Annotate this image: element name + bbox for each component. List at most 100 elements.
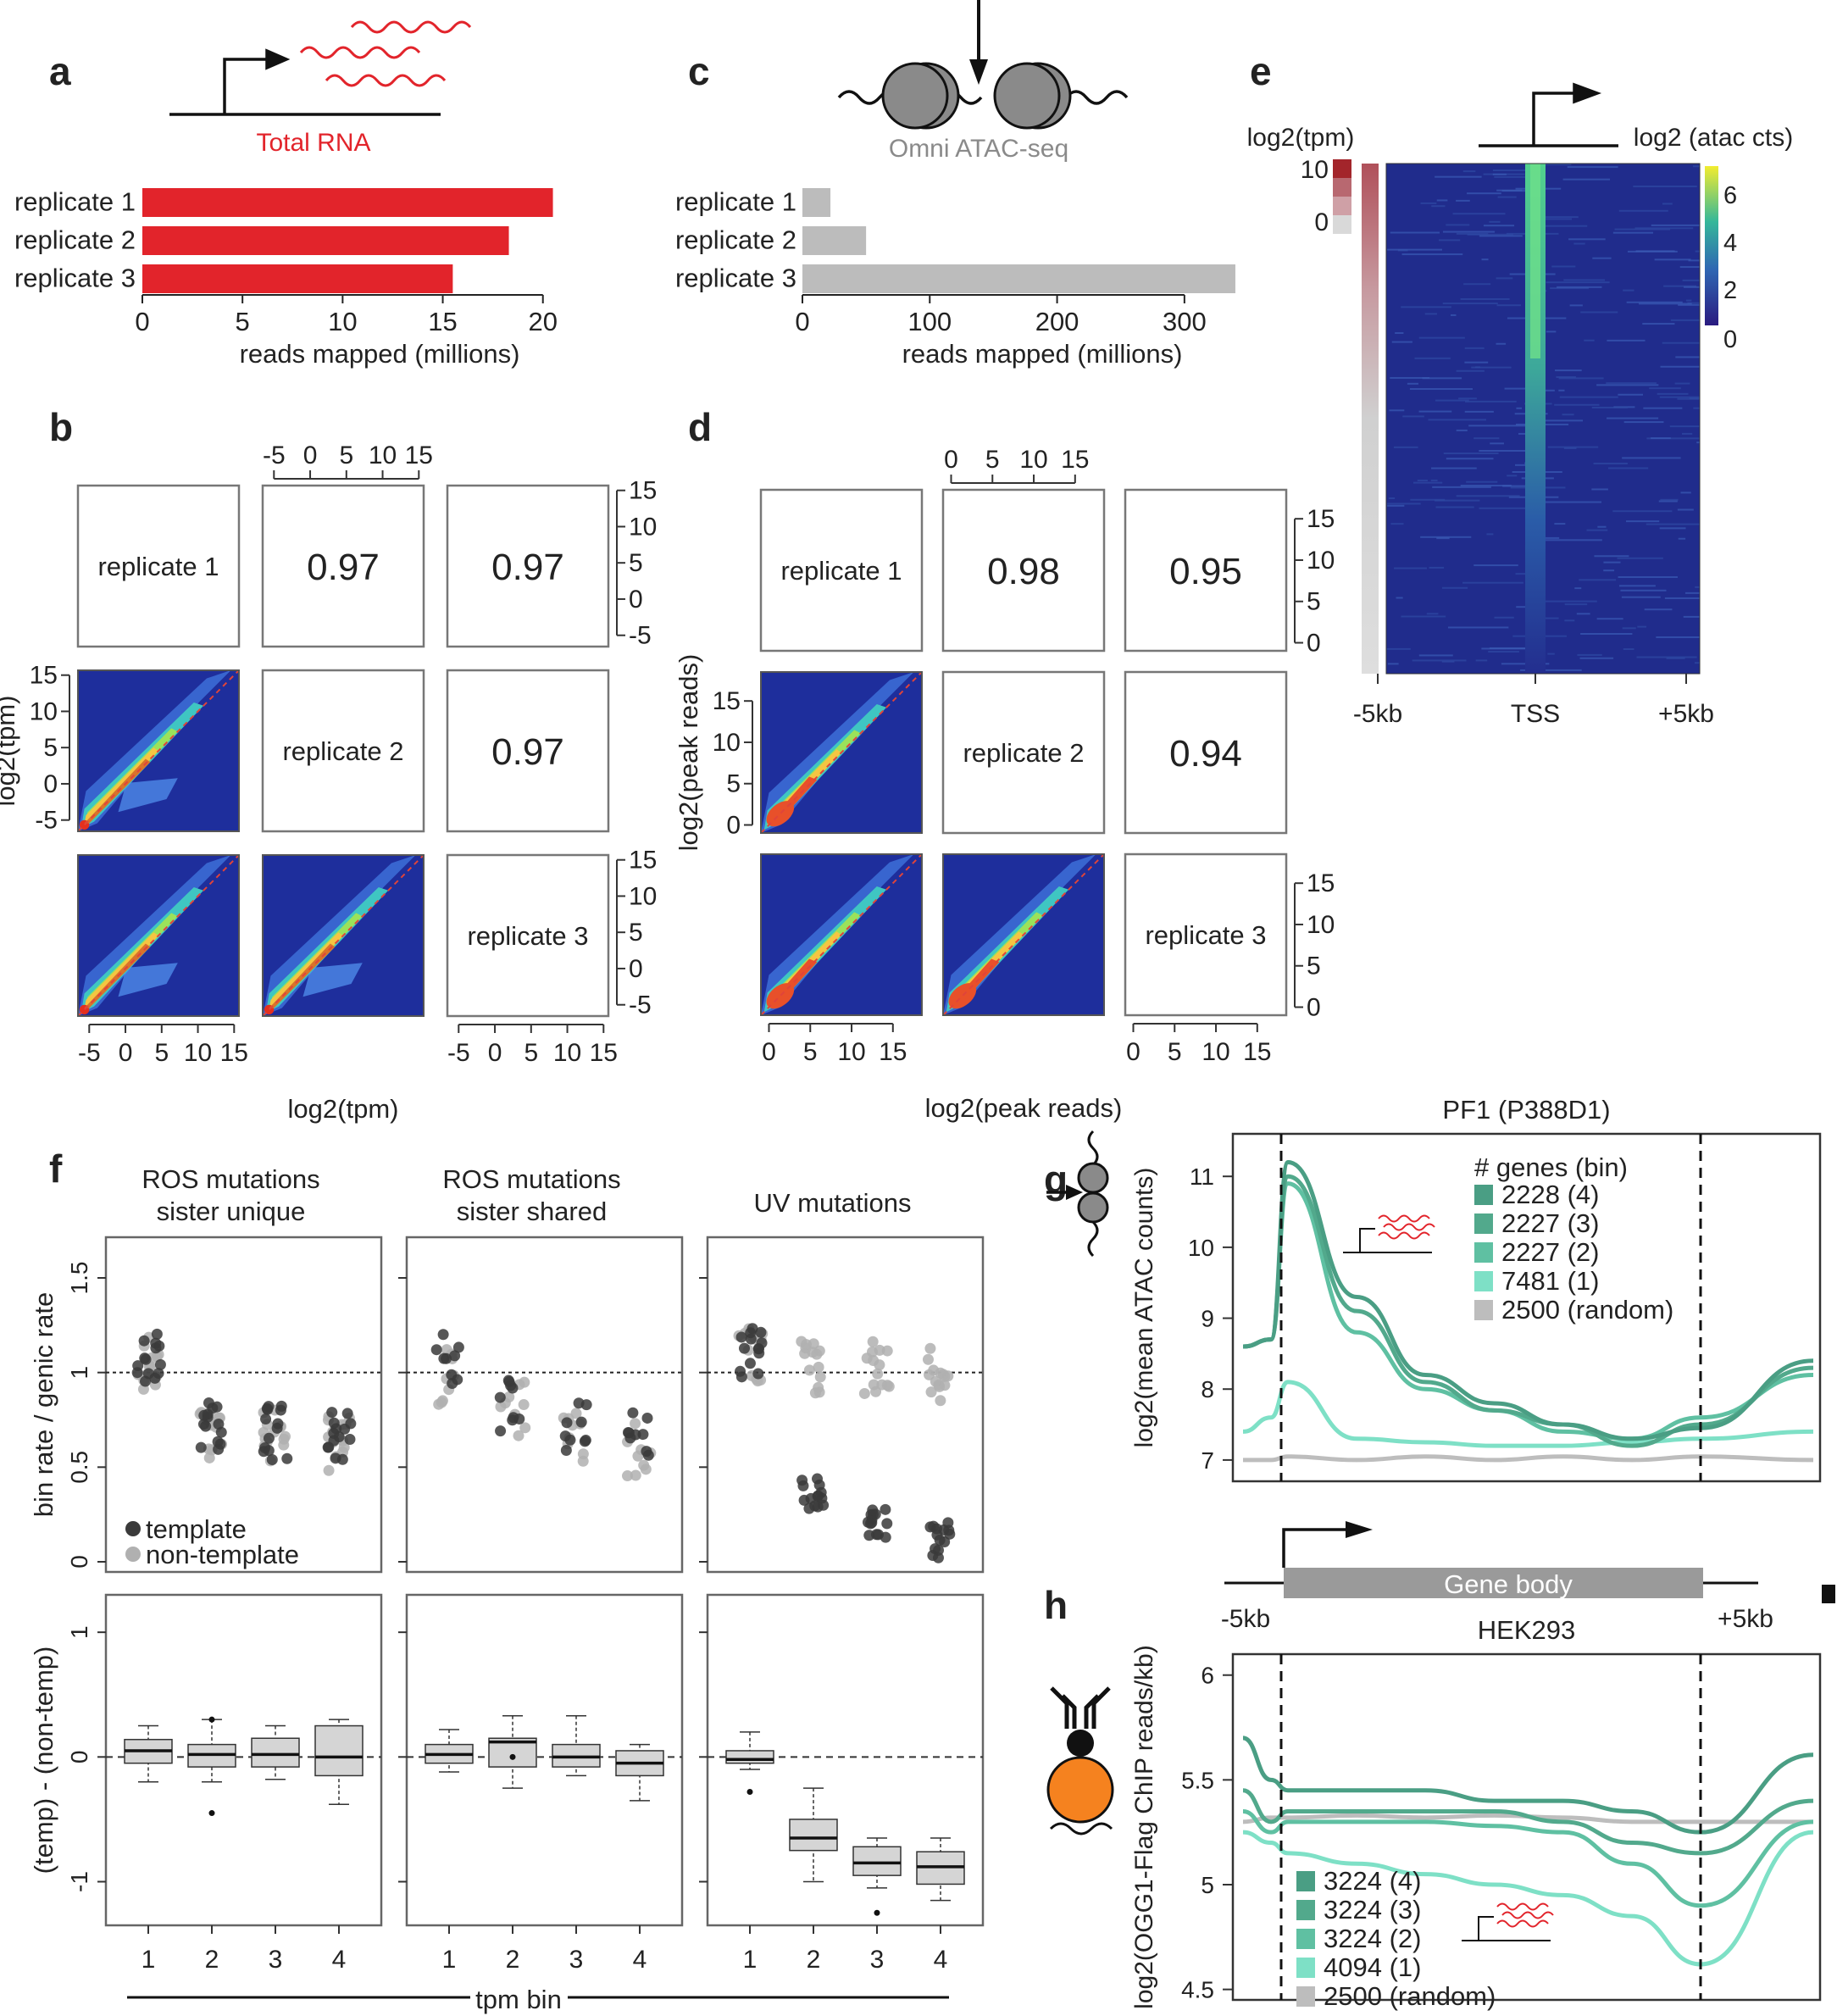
density-ridge [770,958,818,1002]
diag-cell [261,669,425,833]
right-tick-label: 5 [629,919,643,947]
box-outlier [874,1909,880,1916]
panel-label-c: c [688,49,710,93]
point-template [561,1417,573,1429]
heatmap-streak [1562,178,1611,180]
right-tick-label: 10 [629,882,657,910]
mini-rna-wave [1501,1911,1554,1919]
heatmap-streak [1496,189,1523,192]
y-tick-label: 9 [1201,1306,1214,1332]
bar-2 [802,226,867,255]
tpm-legend-swatch-2 [1333,178,1351,197]
point-template [341,1408,353,1419]
heatmap-streak [1402,415,1424,418]
heatmap-streak [1622,457,1681,459]
y-tick-label: 1.5 [66,1262,92,1295]
point-non-template [883,1380,895,1392]
diag-cell [446,853,610,1018]
heatmap-streak [1618,393,1644,396]
tpm-legend-swatch-1 [1333,159,1351,178]
x-tick-label: 10 [328,307,357,336]
point-template [880,1531,891,1543]
density-frame [262,854,425,1017]
legend-label-2: 2227 (3) [1501,1208,1599,1238]
bar-3 [142,264,453,293]
heatmap-streak [1443,453,1499,455]
panel-label-a: a [49,49,71,93]
x-tick-label: 200 [1035,307,1079,336]
y-axis-title: log2(tpm) [0,696,20,807]
legend-swatch-4 [1474,1271,1493,1291]
point-template [151,1328,163,1340]
box [314,1724,364,1777]
heatmap-streak [1612,231,1654,234]
replicate-label-3: replicate 3 [467,921,588,951]
bar-label-2: replicate 2 [675,225,796,255]
heatmap-streak [1435,399,1469,402]
point-non-template [503,1391,515,1403]
density-cell [262,854,425,1017]
bar-label-1: replicate 1 [675,187,796,217]
heatmap-streak [1623,421,1664,424]
right-tick-label: 10 [1307,911,1335,939]
bar-label-3: replicate 3 [675,264,796,293]
heatmap-streak [1435,175,1482,178]
heatmap-streak [1694,662,1700,664]
corr-cell [1124,488,1288,653]
point-template [447,1377,458,1389]
gene-right-label: +5kb [1718,1605,1773,1633]
replicate-label-2: replicate 2 [963,738,1084,768]
gene-left-label: -5kb [1221,1605,1270,1633]
heatmap-streak [1684,591,1700,594]
density-lobe [118,963,178,997]
heatmap-streak [1663,285,1697,287]
heatmap-streak [1569,304,1583,307]
heatmap-streak [1424,313,1437,315]
heatmap-streak [1441,660,1455,663]
point-template [339,1423,351,1435]
right-tick-label: 5 [629,549,643,577]
heatmap-streak [1603,561,1621,564]
x-axis-title: log2(tpm) [288,1094,399,1124]
point-non-template [622,1470,634,1482]
x-tick-label: 300 [1163,307,1207,336]
heatmap-streak [1646,437,1700,440]
x-tick-label: 0 [795,307,809,336]
point-template [752,1343,764,1355]
corr-cell [1124,670,1288,835]
heatmap-streak [1618,576,1678,579]
subplot-title: ROS mutations [142,1164,319,1194]
x-tick-label: 15 [428,307,457,336]
x-tick-label: 4 [332,1946,347,1974]
heatmap-streak [1464,400,1517,403]
heatmap-streak [1494,616,1514,619]
point-template [260,1413,272,1425]
mini-rna-wave [1378,1214,1430,1223]
y-tick-label: 0 [66,1751,92,1764]
x-tick-label: 100 [907,307,952,336]
tss-signal-core [1530,164,1540,358]
heatmap-streak [1591,406,1628,408]
heatmap-streak [1414,357,1451,359]
heatmap-streak [1473,437,1500,440]
heatmap-streak [1586,529,1608,531]
point-template [263,1445,275,1457]
bottom-tick-label: 5 [1168,1038,1182,1066]
y-tick-label: 5.5 [1181,1767,1214,1793]
bar-chart-c: replicate 1 replicate 2 replicate 3 0 100 200… [675,187,1235,369]
box [725,1750,774,1764]
heatmap-streak [1564,619,1575,622]
heatmap-streak [1695,586,1700,588]
heatmap-streak [1446,224,1470,226]
heatmap-streak [1396,597,1403,599]
point-non-template [519,1376,530,1388]
point-template [438,1352,450,1364]
diag-cell [76,484,241,648]
heatmap-streak [1528,216,1579,219]
heatmap-streak [1688,259,1700,262]
heatmap-streak [1649,387,1681,390]
bottom-tick-label: 0 [488,1039,502,1067]
pair-matrix-d: replicate 1 0.98 0.95 replicate 2 0.94 replic… [674,446,1335,1123]
point-template [752,1368,764,1380]
